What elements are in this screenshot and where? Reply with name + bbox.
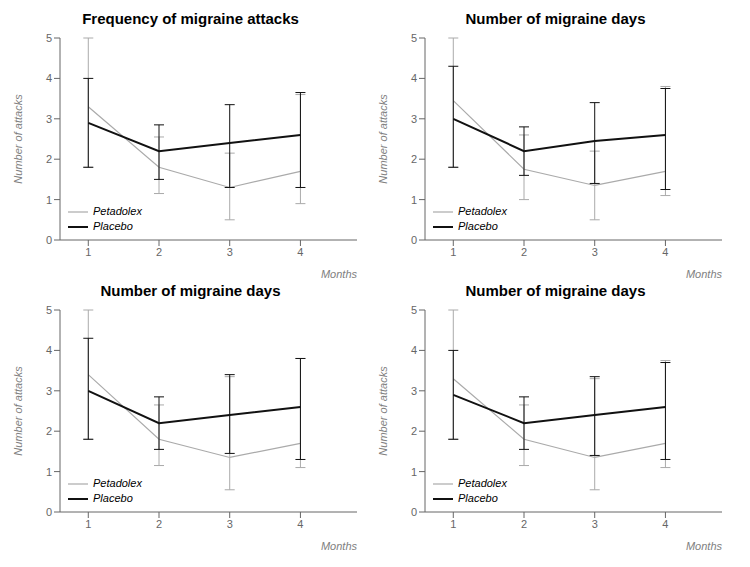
svg-text:4: 4 xyxy=(411,344,417,356)
svg-text:0: 0 xyxy=(411,234,417,246)
svg-text:Months: Months xyxy=(321,268,358,278)
html-text:Number of migraine days: Number of migraine days xyxy=(465,282,646,299)
html-text:Number of migraine days: Number of migraine days xyxy=(465,10,646,27)
svg-text:3: 3 xyxy=(46,113,52,125)
svg-text:2: 2 xyxy=(46,153,52,165)
html-text:Petadolex: Petadolex xyxy=(93,205,142,217)
html-text:Petadolex: Petadolex xyxy=(93,477,142,489)
svg-text:2: 2 xyxy=(411,153,417,165)
svg-text:Months: Months xyxy=(321,540,358,550)
html-text:Placebo: Placebo xyxy=(458,220,498,232)
svg-text:2: 2 xyxy=(521,518,527,530)
svg-text:1: 1 xyxy=(450,246,456,258)
html-text:Placebo: Placebo xyxy=(458,492,498,504)
svg-text:4: 4 xyxy=(297,246,303,258)
svg-text:2: 2 xyxy=(156,518,162,530)
svg-text:3: 3 xyxy=(46,385,52,397)
svg-text:5: 5 xyxy=(411,32,417,44)
svg-text:2: 2 xyxy=(411,425,417,437)
svg-text:Number of attacks: Number of attacks xyxy=(12,94,24,184)
svg-text:Months: Months xyxy=(686,268,723,278)
html-text:Petadolex: Petadolex xyxy=(458,477,507,489)
svg-text:3: 3 xyxy=(411,385,417,397)
svg-text:1: 1 xyxy=(85,246,91,258)
svg-text:3: 3 xyxy=(227,246,233,258)
svg-text:3: 3 xyxy=(592,518,598,530)
svg-text:0: 0 xyxy=(46,234,52,246)
html-text:Number of migraine days: Number of migraine days xyxy=(100,282,281,299)
svg-text:1: 1 xyxy=(411,466,417,478)
svg-text:3: 3 xyxy=(227,518,233,530)
svg-text:Months: Months xyxy=(686,540,723,550)
html-text:Placebo: Placebo xyxy=(93,492,133,504)
svg-text:2: 2 xyxy=(46,425,52,437)
svg-text:5: 5 xyxy=(46,304,52,316)
svg-text:1: 1 xyxy=(46,466,52,478)
svg-text:4: 4 xyxy=(662,518,668,530)
svg-text:3: 3 xyxy=(411,113,417,125)
html-text:Petadolex: Petadolex xyxy=(458,205,507,217)
svg-text:Number of attacks: Number of attacks xyxy=(377,366,389,456)
svg-text:5: 5 xyxy=(411,304,417,316)
svg-text:2: 2 xyxy=(156,246,162,258)
svg-text:1: 1 xyxy=(411,194,417,206)
svg-text:1: 1 xyxy=(46,194,52,206)
svg-text:4: 4 xyxy=(662,246,668,258)
svg-text:1: 1 xyxy=(450,518,456,530)
svg-text:2: 2 xyxy=(521,246,527,258)
svg-text:4: 4 xyxy=(46,344,52,356)
svg-text:0: 0 xyxy=(411,506,417,518)
svg-text:4: 4 xyxy=(297,518,303,530)
svg-text:4: 4 xyxy=(411,72,417,84)
svg-text:Number of attacks: Number of attacks xyxy=(12,366,24,456)
svg-text:0: 0 xyxy=(46,506,52,518)
svg-text:5: 5 xyxy=(46,32,52,44)
html-text:Frequency of migraine attacks: Frequency of migraine attacks xyxy=(82,10,299,27)
svg-text:3: 3 xyxy=(592,246,598,258)
svg-text:4: 4 xyxy=(46,72,52,84)
html-text:Placebo: Placebo xyxy=(93,220,133,232)
svg-text:1: 1 xyxy=(85,518,91,530)
svg-text:Number of attacks: Number of attacks xyxy=(377,94,389,184)
